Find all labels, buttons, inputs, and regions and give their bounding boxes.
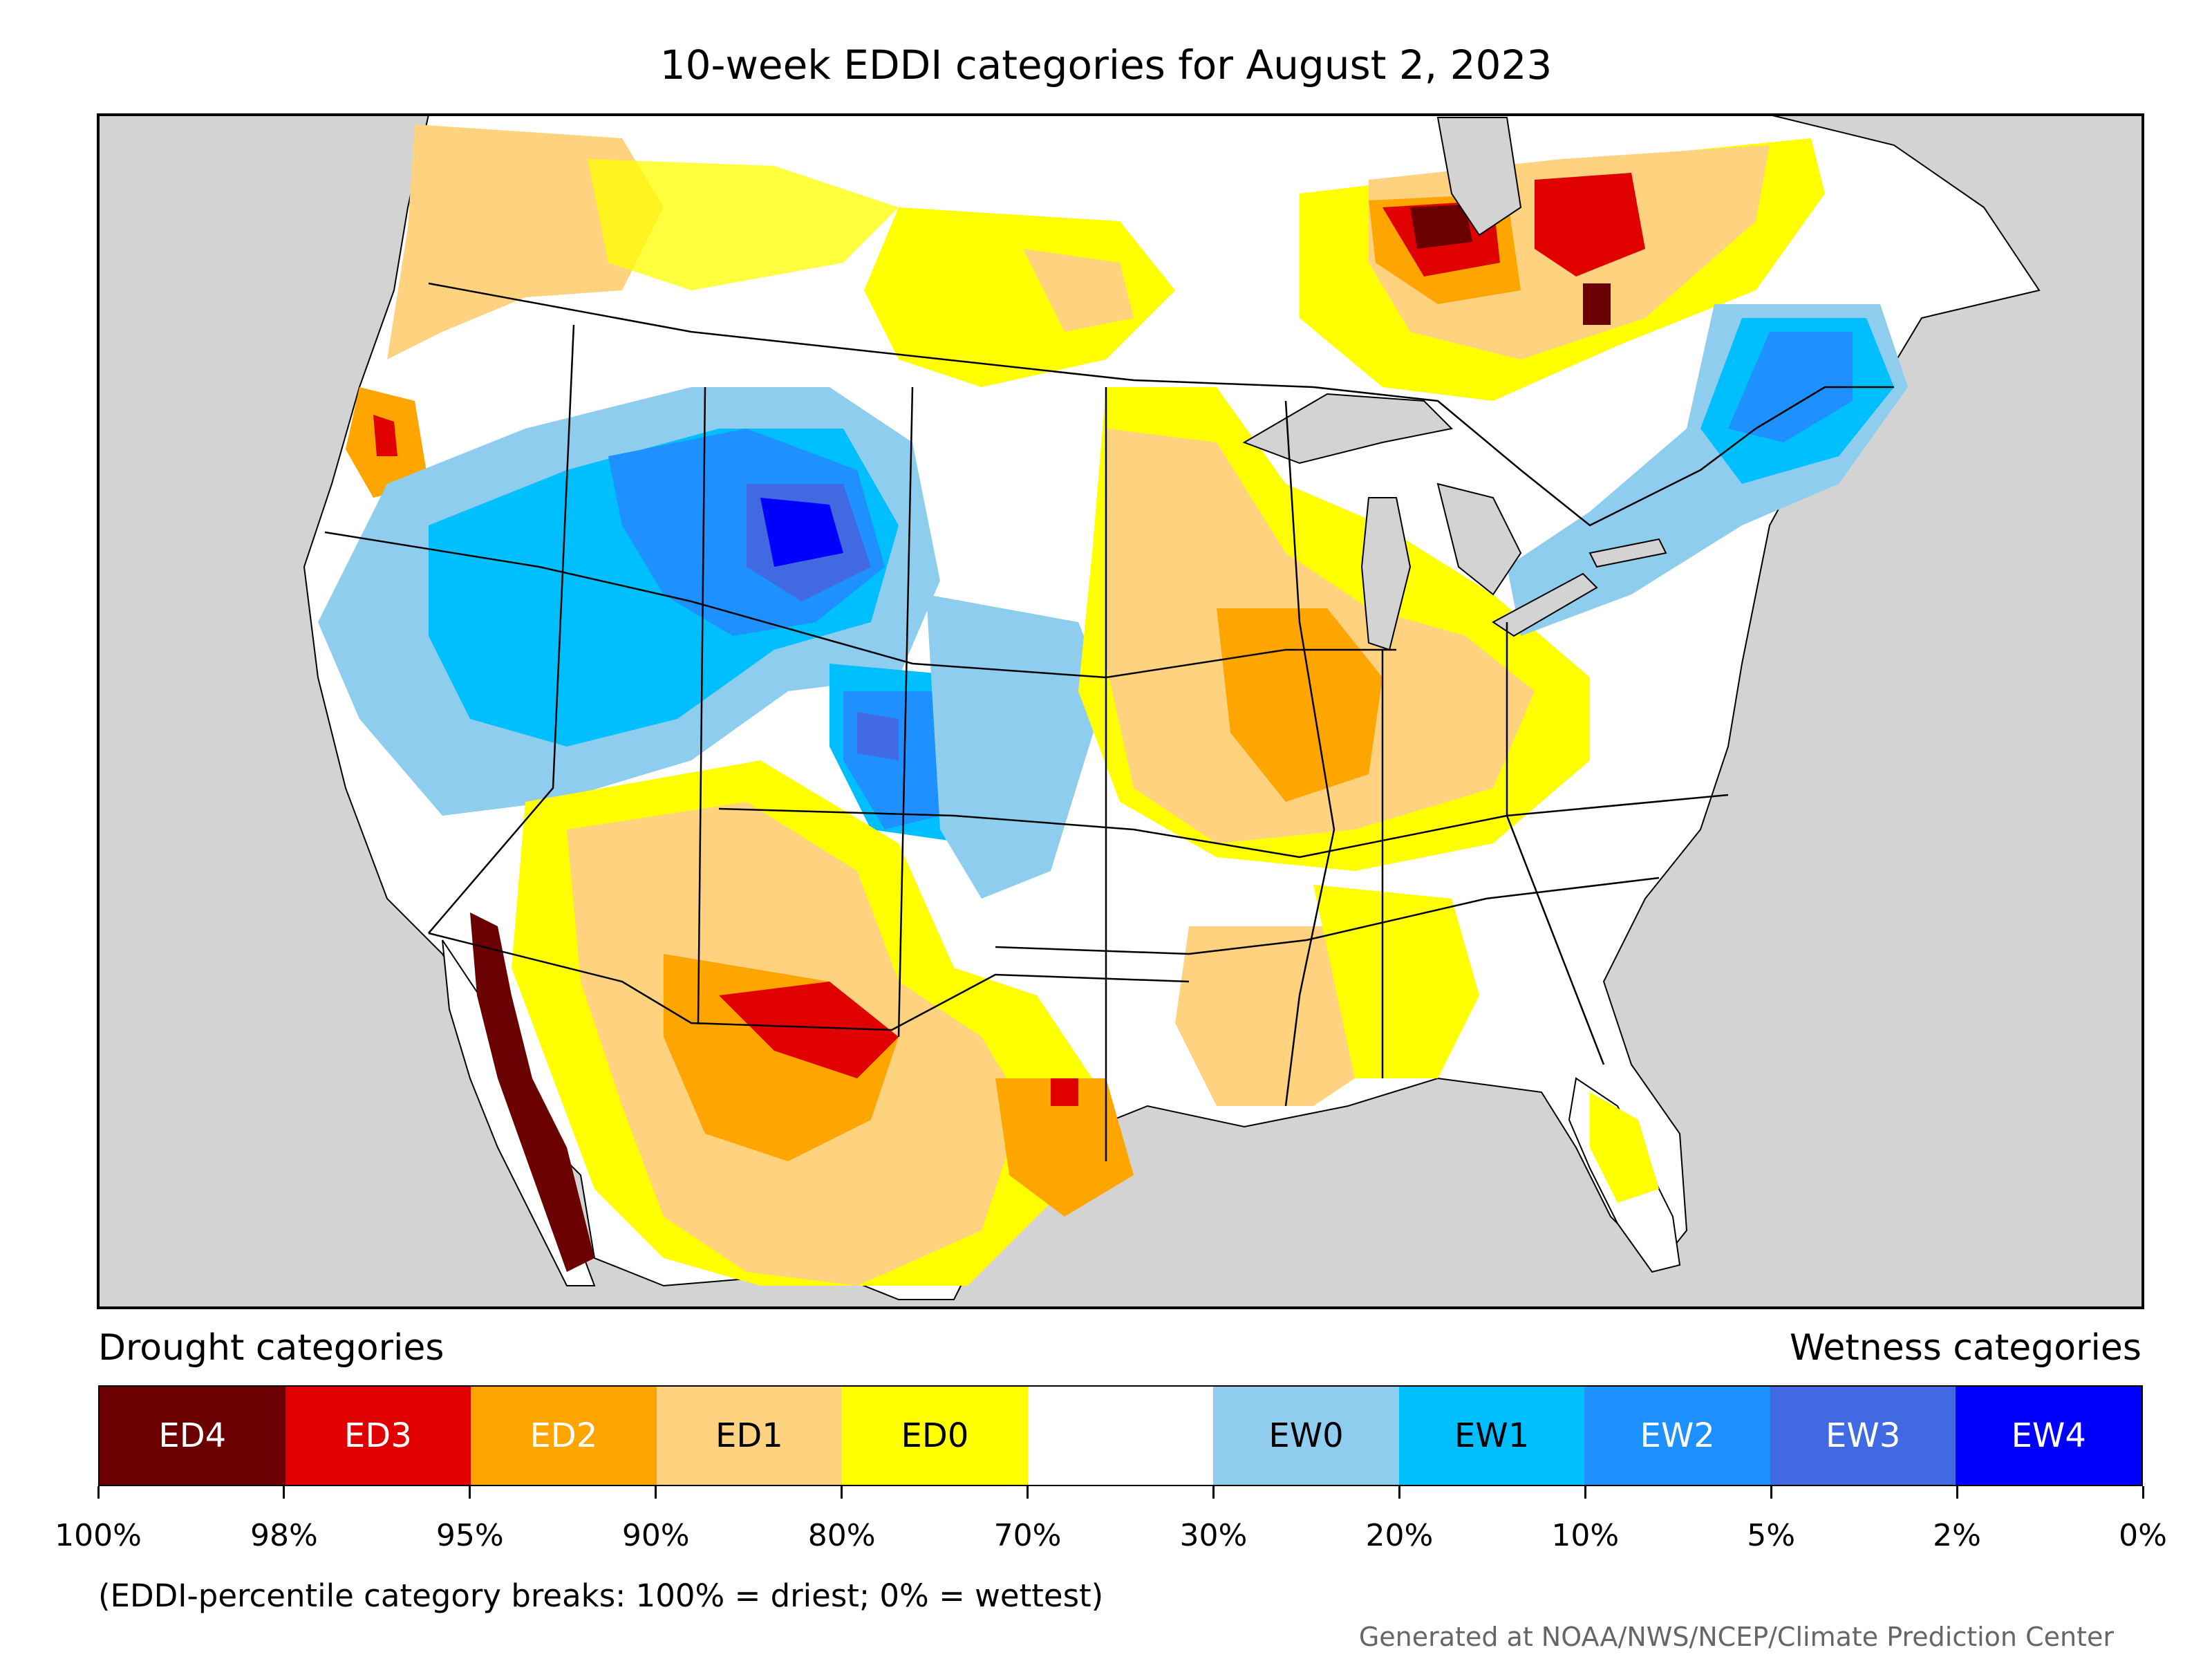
credit-line: Generated at NOAA/NWS/NCEP/Climate Predi… xyxy=(1358,1622,2114,1652)
legend-swatch-ed1: ED1 xyxy=(656,1387,843,1485)
colorbar-tick-label: 98% xyxy=(250,1518,318,1553)
boundary-southwest-states xyxy=(428,932,1190,1031)
colorbar-tick xyxy=(1770,1486,1772,1499)
hudson-bay-edge xyxy=(1436,117,1522,236)
category-colorbar: ED4 ED3 ED2 ED1 ED0 EW0 EW1 EW2 EW3 EW4 xyxy=(98,1385,2143,1486)
boundary-rockies xyxy=(697,386,706,1024)
legend-swatch-ew0: EW0 xyxy=(1213,1387,1399,1485)
patch-ew0-kansas xyxy=(926,594,1106,899)
patch-ed0-southeast xyxy=(1313,885,1479,1078)
boundary-plains-north xyxy=(718,794,1729,859)
patch-ed4-ontario xyxy=(1410,205,1472,249)
colorbar-tick xyxy=(1584,1486,1586,1499)
legend-swatch-ew3: EW3 xyxy=(1770,1387,1956,1485)
us-canada-border xyxy=(428,282,1894,527)
colorbar-tick-label: 100% xyxy=(55,1518,142,1553)
boundary-plains-west xyxy=(897,386,914,1038)
patch-ed0-northwest xyxy=(588,159,899,290)
patch-ed0-florida xyxy=(1590,1092,1659,1203)
boundary-mississippi xyxy=(1284,400,1335,1107)
legend-swatch-ed3: ED3 xyxy=(285,1387,471,1485)
colorbar-tick xyxy=(1212,1486,1215,1499)
colorbar-tick xyxy=(1398,1486,1400,1499)
colorbar-tick-label: 10% xyxy=(1551,1518,1620,1553)
lake-ontario xyxy=(1588,538,1667,568)
legend-swatch-ew1: EW1 xyxy=(1398,1387,1585,1485)
boundary-west-states xyxy=(324,531,1396,679)
patch-ed3-new-mexico-texas xyxy=(719,982,899,1078)
state-boundaries xyxy=(324,282,1894,1161)
colorbar-tick xyxy=(1027,1486,1029,1499)
patch-ed1-prairie xyxy=(1023,249,1134,332)
wetness-categories-caption: Wetness categories xyxy=(1790,1327,2141,1369)
colorbar-tick-label: 5% xyxy=(1747,1518,1796,1553)
patch-ed2-midwest xyxy=(1217,608,1382,802)
colorbar-tick xyxy=(1956,1486,1958,1499)
patch-ew3-colorado xyxy=(857,712,899,760)
legend-swatch-ew4: EW4 xyxy=(1956,1387,2142,1485)
patch-ew4-wyoming xyxy=(760,498,843,567)
boundary-south xyxy=(995,877,1660,955)
patch-ed3-quebec xyxy=(1535,173,1645,276)
colorbar-tick xyxy=(469,1486,471,1499)
legend-swatch-ew2: EW2 xyxy=(1584,1387,1770,1485)
colorbar-tick-label: 90% xyxy=(621,1518,690,1553)
patch-ew2-northeast xyxy=(1728,332,1853,442)
drought-categories-caption: Drought categories xyxy=(98,1327,444,1369)
colorbar-tick xyxy=(97,1486,100,1499)
legend-swatch-normal xyxy=(1027,1387,1214,1485)
colorbar-tick-label: 95% xyxy=(435,1518,504,1553)
colorbar-tick-label: 0% xyxy=(2119,1518,2167,1553)
colorbar-tick-label: 2% xyxy=(1933,1518,1981,1553)
map-frame xyxy=(97,113,2144,1309)
legend-swatch-ed2: ED2 xyxy=(471,1387,657,1485)
colorbar-tick-label: 70% xyxy=(993,1518,1062,1553)
boundary-appalachia xyxy=(1506,622,1605,1065)
colorbar-tick-label: 20% xyxy=(1365,1518,1434,1553)
lake-superior xyxy=(1242,393,1454,465)
lake-huron xyxy=(1436,482,1522,596)
legend-swatch-ed0: ED0 xyxy=(842,1387,1028,1485)
boundary-columbia xyxy=(428,324,575,934)
patch-ed3-texas-spot xyxy=(1051,1078,1078,1106)
colorbar-ticks xyxy=(97,1486,2144,1500)
drought-wetness-patches xyxy=(318,124,1908,1286)
colorbar-tick-label: 30% xyxy=(1179,1518,1248,1553)
colorbar-tick xyxy=(655,1486,657,1499)
category-breaks-note: (EDDI-percentile category breaks: 100% =… xyxy=(98,1577,1104,1614)
patch-ed3-oregon-coast xyxy=(373,415,397,456)
colorbar-tick xyxy=(283,1486,285,1499)
colorbar-tick xyxy=(841,1486,843,1499)
colorbar-tick-label: 80% xyxy=(807,1518,876,1553)
patch-ed0-prairie xyxy=(864,207,1175,387)
patch-ed4-baja xyxy=(470,912,594,1272)
patch-ed2-central-texas xyxy=(995,1078,1134,1217)
map-title: 10-week EDDI categories for August 2, 20… xyxy=(659,41,1553,88)
colorbar-tick xyxy=(2141,1486,2144,1499)
legend-swatch-ed4: ED4 xyxy=(100,1387,285,1485)
patch-ed4-quebec xyxy=(1583,283,1611,325)
